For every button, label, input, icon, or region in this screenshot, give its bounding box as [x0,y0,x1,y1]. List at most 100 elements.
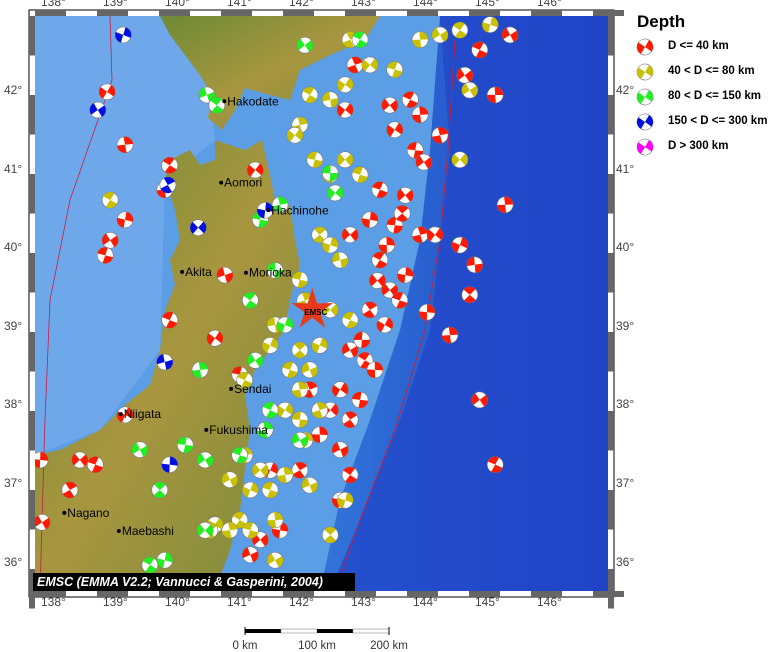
beachball-d80 [301,361,319,379]
beachball-d80 [221,521,239,539]
beachball-d40 [501,26,519,44]
beachball-d300 [156,353,174,371]
beachball-d150 [176,436,194,454]
legend-item-d300: 150 < D <= 300 km [668,115,768,127]
beachball-d80 [451,151,469,169]
lat-tick-label: 36° [4,554,23,569]
lon-tick-label: 140° [165,0,190,9]
lon-tick-label: 145° [475,595,500,609]
beachball-d40 [251,531,269,549]
beachball-d80 [242,481,259,499]
beachball-d80 [251,461,269,479]
beachball-d80 [306,151,324,169]
beachball-d40 [411,106,429,123]
beachball-d300 [189,219,207,236]
lon-tick-label: 146° [537,595,562,609]
beachball-d40 [381,96,399,114]
beachball-d40 [369,272,386,289]
beachball-d40 [396,186,414,204]
beachball-d300 [256,201,274,219]
beachball-d80 [321,526,339,544]
beachball-d40 [116,406,134,424]
beachball-d40 [371,251,389,269]
lat-tick-label: 38° [616,397,635,412]
beachball-d80 [286,126,304,144]
beachball-d40 [406,141,424,159]
city-label: Aomori [224,176,262,190]
beachball-d150 [256,421,274,439]
beachball-d80 [311,401,329,419]
city-label: Nagano [67,506,109,520]
city-dot [229,386,234,391]
beachball-d40 [116,136,134,154]
lon-tick-label: 142° [289,0,314,9]
beachball-d80 [336,76,354,93]
city-label: Sendai [234,382,271,396]
beachball-d40 [291,461,309,479]
beachball-d40 [386,121,404,139]
beachball-d80 [276,466,294,484]
lat-tick-label: 39° [616,318,635,333]
lat-tick-label: 40° [616,240,635,255]
scale-bar [244,627,390,635]
beachball-d40 [401,91,419,108]
beachball-d150 [131,441,149,458]
beachball-d80 [261,337,279,354]
city-label: Hachinohe [271,203,329,217]
beachball-d40 [471,41,489,59]
beachball-d40 [418,303,436,321]
beachball-d300 [161,456,178,473]
sea-of-japan-shallow [35,16,215,455]
beachball-d80 [236,371,254,389]
beachball-d40 [486,86,504,104]
beachball-d150 [266,262,284,279]
beachball-d40 [456,66,474,84]
lat-tick-label: 42° [4,83,23,97]
beachball-d80 [321,91,339,108]
beachball-d150 [196,451,214,469]
legend-beachball-d40-icon [636,38,654,56]
beachball-d80 [101,191,119,209]
beachball-d40 [351,391,369,409]
beachball-d300 [89,101,107,119]
beachball-d80 [341,311,359,329]
lon-tick-label: 144° [413,595,438,609]
beachball-d80 [291,381,309,398]
beachball-d40 [396,266,414,284]
city-dot [116,529,121,534]
beachball-d150 [321,164,339,182]
beachball-d40 [331,381,349,398]
city-dot [243,270,248,275]
beachball-d40 [366,361,384,379]
beachball-d40 [98,83,116,101]
beachball-d40 [341,226,359,244]
beachball-d300 [114,26,132,44]
credit-label: EMSC (EMMA V2.2; Vannucci & Gasperini, 2… [33,573,355,591]
lat-tick-label: 41° [4,161,23,176]
beachball-d80 [221,471,239,488]
beachball-d150 [208,96,226,114]
beachball-d80 [461,81,479,99]
city-dot [118,412,123,417]
beachball-d40 [71,451,89,469]
beachball-d80 [451,21,469,39]
beachball-d40 [441,326,459,344]
beachball-d150 [291,431,309,449]
scale-label-100: 100 km [298,640,336,652]
beachball-d40 [451,236,469,254]
city-label: Akita [185,265,212,279]
beachball-d150 [351,31,369,48]
lon-tick-label: 145° [475,0,500,9]
city-label: Fukushima [209,423,268,437]
trench-line [334,39,456,591]
lat-tick-label: 39° [4,318,23,333]
beachball-d80 [291,411,309,428]
beachball-d80 [336,491,354,509]
city-label: Morioka [249,266,292,280]
lon-tick-label: 139° [103,595,128,609]
beachball-d80 [281,361,299,379]
beachball-d40 [386,217,404,234]
beachball-d40 [246,161,264,179]
beachball-d40 [361,211,379,229]
